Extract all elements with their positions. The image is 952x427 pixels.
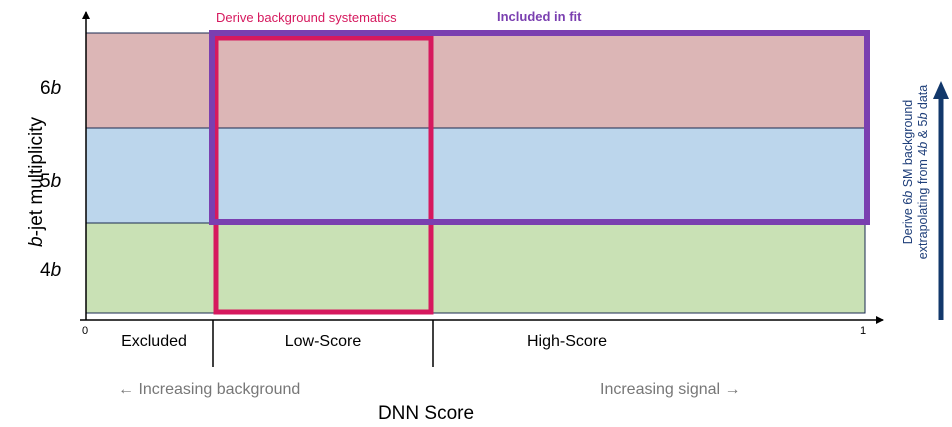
region-low-score: Low-Score	[285, 333, 362, 350]
fit-box	[209, 30, 870, 225]
y-axis-label: b-jet multiplicity	[26, 117, 47, 247]
fit-label: Included in fit	[497, 9, 582, 24]
region-excluded: Excluded	[121, 333, 187, 350]
band-6b	[85, 32, 866, 129]
systematics-label: Derive background systematics	[216, 10, 397, 25]
band-5b	[85, 127, 866, 224]
x-tick-0: 0	[82, 325, 88, 337]
increasing-background-label: ← Increasing background	[118, 381, 300, 398]
row-label-5b: 5b	[40, 171, 61, 192]
y-axis-label-rest: -jet multiplicity	[26, 117, 47, 237]
band-4b	[85, 222, 866, 314]
row-label-4b: 4b	[40, 260, 61, 281]
x-axis-label: DNN Score	[378, 403, 474, 424]
row-label-6b: 6b	[40, 78, 61, 99]
x-tick-1: 1	[860, 325, 866, 337]
side-note-line2: extrapolating from 4b & 5b data	[916, 85, 930, 259]
y-axis-label-italic: b	[26, 236, 47, 247]
systematics-box	[213, 35, 434, 315]
region-high-score: High-Score	[527, 333, 607, 350]
increasing-signal-label: Increasing signal →	[600, 381, 741, 398]
side-note-line1: Derive 6b SM background	[901, 100, 915, 245]
